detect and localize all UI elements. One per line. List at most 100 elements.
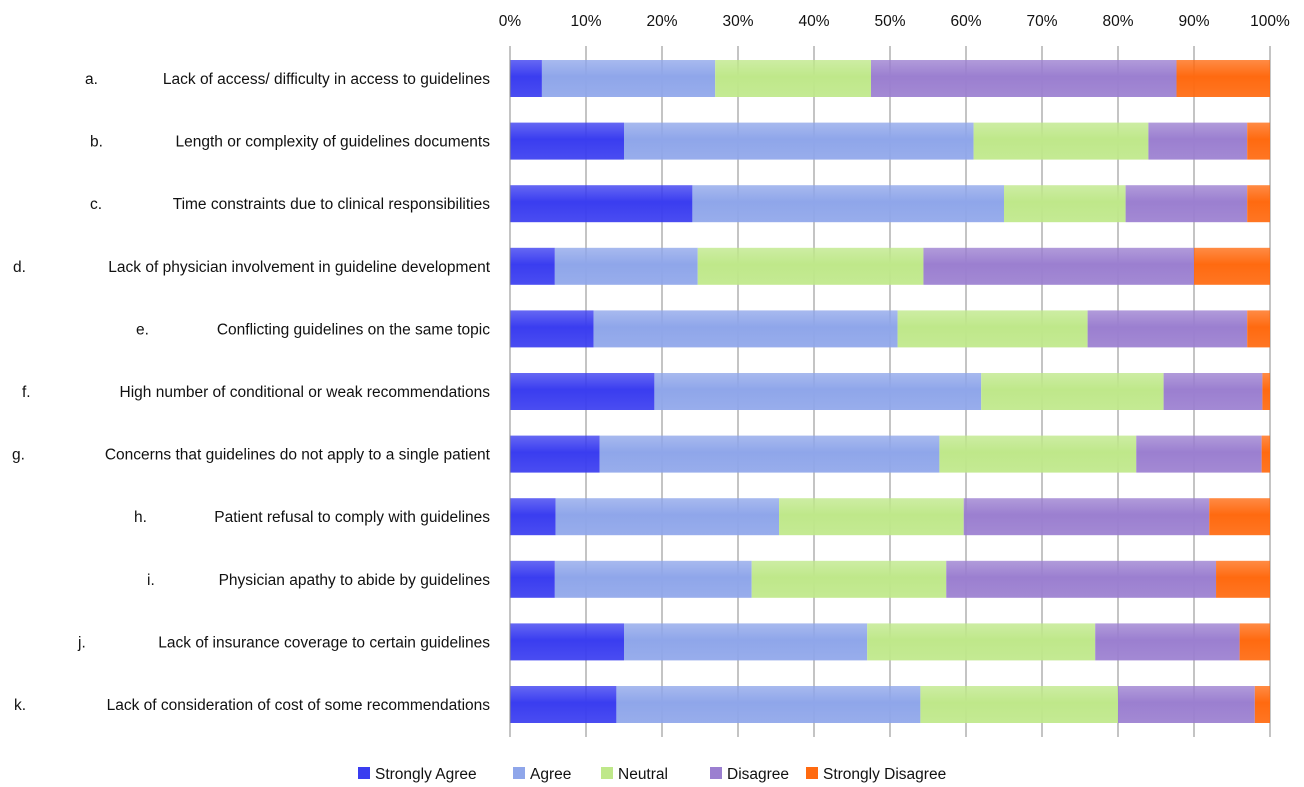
bar-segment-neutral — [751, 560, 947, 598]
category-label: Conflicting guidelines on the same topic — [217, 321, 490, 338]
bar-segment-neutral — [1004, 185, 1126, 223]
bar-segment-agree — [554, 247, 698, 285]
x-tick-label: 20% — [646, 13, 677, 30]
bar-segment-strongly-agree — [510, 247, 555, 285]
bar-segment-disagree — [1087, 310, 1248, 348]
x-tick-label: 60% — [950, 13, 981, 30]
category-label: Lack of insurance coverage to certain gu… — [158, 634, 490, 651]
bar-segment-agree — [616, 686, 921, 723]
bar-segment-agree — [624, 623, 868, 661]
category-label: Physician apathy to abide by guidelines — [219, 572, 491, 589]
bar-segment-strongly-agree — [510, 560, 555, 598]
category-label: High number of conditional or weak recom… — [120, 384, 491, 401]
bar-segment-disagree — [1118, 686, 1255, 723]
bar-segment-strongly-disagree — [1194, 247, 1270, 285]
x-tick-label: 50% — [874, 13, 905, 30]
bar-segment-strongly-agree — [510, 686, 617, 723]
category-label: Lack of consideration of cost of some re… — [107, 697, 491, 714]
bar-segment-strongly-disagree — [1239, 623, 1270, 661]
bar-segment-strongly-disagree — [1261, 435, 1270, 473]
bar-segment-strongly-disagree — [1216, 560, 1270, 598]
category-letter: b. — [90, 134, 103, 151]
bar-segment-disagree — [871, 60, 1177, 97]
x-tick-label: 30% — [722, 13, 753, 30]
x-tick-labels: 0% 10% 20% 30% 40% 50% 60% 70% 80% 90% 100% — [499, 13, 1290, 30]
legend-label: Strongly Agree — [375, 766, 477, 783]
legend-swatch — [806, 767, 818, 779]
category-label: Concerns that guidelines do not apply to… — [105, 447, 491, 464]
bar-segment-strongly-disagree — [1176, 60, 1270, 97]
bar-segment-neutral — [697, 247, 924, 285]
legend-label: Strongly Disagree — [823, 766, 946, 783]
bar-segment-agree — [554, 560, 752, 598]
bar-segment-neutral — [897, 310, 1088, 348]
bar-segment-neutral — [920, 686, 1118, 723]
bars — [510, 60, 1270, 723]
category-label: Lack of physician involvement in guideli… — [108, 259, 490, 276]
bar-segment-strongly-agree — [510, 310, 594, 348]
bar-segment-strongly-disagree — [1262, 373, 1270, 410]
legend-swatch — [513, 767, 525, 779]
bar-segment-disagree — [923, 247, 1194, 285]
bar-segment-disagree — [1125, 185, 1248, 223]
category-letter: f. — [22, 384, 31, 401]
bar-segment-disagree — [1163, 373, 1263, 410]
bar-segment-strongly-agree — [510, 185, 693, 223]
x-tick-label: 40% — [798, 13, 829, 30]
category-label: Lack of access/ difficulty in access to … — [163, 71, 490, 88]
bar-segment-strongly-disagree — [1247, 310, 1270, 348]
bar-segment-strongly-disagree — [1247, 185, 1270, 223]
category-letter: c. — [90, 196, 102, 213]
category-letter: d. — [13, 259, 26, 276]
bar-segment-disagree — [1095, 623, 1240, 661]
bar-segment-disagree — [946, 560, 1217, 598]
legend-swatch — [601, 767, 613, 779]
x-tick-label: 10% — [570, 13, 601, 30]
bar-segment-strongly-disagree — [1209, 498, 1270, 536]
legend-label: Disagree — [727, 766, 789, 783]
x-tick-label: 70% — [1026, 13, 1057, 30]
bar-segment-agree — [599, 435, 940, 473]
bar-segment-strongly-agree — [510, 498, 556, 536]
bar-segment-strongly-agree — [510, 623, 624, 661]
bar-segment-neutral — [981, 373, 1164, 410]
bar-segment-strongly-disagree — [1247, 122, 1270, 160]
bar-segment-neutral — [973, 122, 1149, 160]
bar-segment-strongly-agree — [510, 373, 655, 410]
bar-segment-agree — [593, 310, 898, 348]
category-letter: e. — [136, 321, 149, 338]
bar-segment-agree — [692, 185, 1004, 223]
category-label: Time constraints due to clinical respons… — [173, 196, 491, 213]
category-letter: g. — [12, 447, 25, 464]
bar-segment-disagree — [963, 498, 1210, 536]
bar-segment-strongly-disagree — [1254, 686, 1270, 723]
bar-segment-strongly-agree — [510, 60, 542, 97]
bar-segment-agree — [624, 122, 974, 160]
bar-segment-agree — [555, 498, 780, 536]
category-letter: h. — [134, 509, 147, 526]
category-labels: a. Lack of access/ difficulty in access t… — [12, 71, 491, 714]
bar-segment-neutral — [715, 60, 871, 97]
category-label: Length or complexity of guidelines docum… — [176, 134, 491, 151]
bar-segment-strongly-agree — [510, 435, 600, 473]
bar-segment-neutral — [867, 623, 1096, 661]
category-letter: a. — [85, 71, 98, 88]
category-letter: j. — [77, 634, 86, 651]
bar-segment-disagree — [1136, 435, 1262, 473]
x-tick-label: 90% — [1178, 13, 1209, 30]
category-letter: k. — [14, 697, 26, 714]
legend: Strongly Agree Agree Neutral Disagree Strong… — [358, 766, 946, 783]
x-tick-label: 0% — [499, 13, 522, 30]
category-letter: i. — [147, 572, 155, 589]
bar-segment-neutral — [779, 498, 964, 536]
category-label: Patient refusal to comply with guideline… — [214, 509, 490, 526]
x-tick-label: 100% — [1250, 13, 1290, 30]
legend-label: Agree — [530, 766, 571, 783]
bar-segment-strongly-agree — [510, 122, 624, 160]
legend-swatch — [358, 767, 370, 779]
x-tick-label: 80% — [1102, 13, 1133, 30]
legend-label: Neutral — [618, 766, 668, 783]
bar-segment-disagree — [1148, 122, 1248, 160]
bar-segment-agree — [654, 373, 982, 410]
